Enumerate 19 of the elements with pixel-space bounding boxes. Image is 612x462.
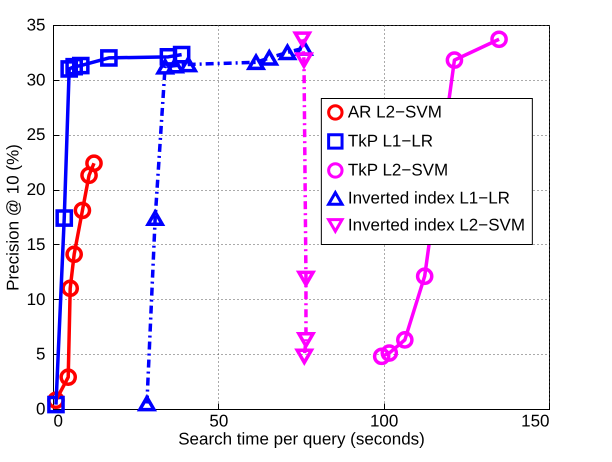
legend-label: TkP L1−LR [348, 131, 434, 150]
y-tick-label: 30 [26, 70, 46, 90]
x-tick-label: 100 [370, 412, 398, 430]
y-tick-label: 20 [26, 180, 46, 200]
x-axis-title: Search time per query (seconds) [178, 430, 425, 448]
legend-label: AR L2−SVM [348, 102, 442, 122]
legend-label: Inverted index L1−LR [348, 188, 510, 208]
y-tick-label: 25 [26, 125, 46, 144]
y-tick-label: 0 [36, 400, 46, 418]
y-tick-label: 5 [36, 344, 46, 364]
x-tick-label: 0 [54, 412, 63, 430]
x-tick-label: 150 [521, 412, 550, 430]
y-tick-label: 10 [26, 290, 46, 309]
y-axis-title: Precision @ 10 (%) [4, 144, 23, 291]
y-tick-label: 35 [26, 16, 46, 34]
legend-label: TkP L2−SVM [348, 160, 448, 180]
y-tick-label: 15 [26, 234, 46, 254]
x-tick-label: 50 [209, 412, 228, 430]
legend-label: Inverted index L2−SVM [348, 215, 526, 234]
